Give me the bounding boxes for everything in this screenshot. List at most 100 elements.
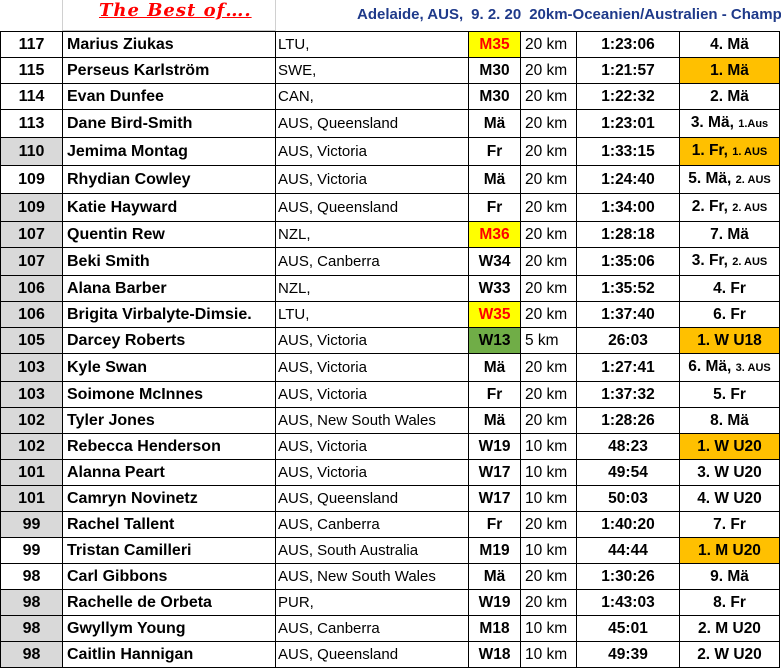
category-cell[interactable]: W13 — [468, 327, 521, 354]
athlete-name-cell[interactable]: Rachelle de Orbeta — [62, 589, 276, 616]
athlete-name-cell[interactable]: Beki Smith — [62, 247, 276, 276]
points-cell[interactable]: 109 — [0, 165, 63, 194]
points-cell[interactable]: 107 — [0, 221, 63, 248]
place-cell[interactable]: 9. Mä — [679, 563, 780, 590]
athlete-name-cell[interactable]: Darcey Roberts — [62, 327, 276, 354]
place-cell[interactable]: 1. W U20 — [679, 433, 780, 460]
nation-cell[interactable]: AUS, Queensland — [275, 193, 469, 222]
time-cell[interactable]: 1:37:32 — [576, 381, 680, 408]
athlete-name-cell[interactable]: Carl Gibbons — [62, 563, 276, 590]
time-cell[interactable]: 1:23:06 — [576, 31, 680, 58]
points-cell[interactable]: 109 — [0, 193, 63, 222]
time-cell[interactable]: 26:03 — [576, 327, 680, 354]
distance-cell[interactable]: 5 km — [520, 327, 577, 354]
points-cell[interactable]: 98 — [0, 589, 63, 616]
distance-cell[interactable]: 20 km — [520, 31, 577, 58]
points-cell[interactable]: 105 — [0, 327, 63, 354]
nation-cell[interactable]: AUS, Victoria — [275, 137, 469, 166]
distance-cell[interactable]: 20 km — [520, 137, 577, 166]
points-cell[interactable]: 117 — [0, 31, 63, 58]
points-cell[interactable]: 98 — [0, 615, 63, 642]
athlete-name-cell[interactable]: Marius Ziukas — [62, 31, 276, 58]
time-cell[interactable]: 1:30:26 — [576, 563, 680, 590]
place-cell[interactable]: 4. Fr — [679, 275, 780, 302]
athlete-name-cell[interactable]: Soimone McInnes — [62, 381, 276, 408]
place-cell[interactable]: 8. Fr — [679, 589, 780, 616]
athlete-name-cell[interactable]: Alanna Peart — [62, 459, 276, 486]
category-cell[interactable]: Mä — [468, 109, 521, 138]
place-cell[interactable]: 4. W U20 — [679, 485, 780, 512]
athlete-name-cell[interactable]: Gwyllym Young — [62, 615, 276, 642]
category-cell[interactable]: M30 — [468, 57, 521, 84]
place-cell[interactable]: 3. W U20 — [679, 459, 780, 486]
nation-cell[interactable]: AUS, Victoria — [275, 353, 469, 382]
distance-cell[interactable]: 20 km — [520, 381, 577, 408]
time-cell[interactable]: 1:33:15 — [576, 137, 680, 166]
place-cell[interactable]: 4. Mä — [679, 31, 780, 58]
nation-cell[interactable]: LTU, — [275, 301, 469, 328]
nation-cell[interactable]: CAN, — [275, 83, 469, 110]
place-cell[interactable]: 7. Mä — [679, 221, 780, 248]
distance-cell[interactable]: 10 km — [520, 615, 577, 642]
nation-cell[interactable]: NZL, — [275, 275, 469, 302]
nation-cell[interactable]: NZL, — [275, 221, 469, 248]
category-cell[interactable]: Fr — [468, 193, 521, 222]
category-cell[interactable]: W34 — [468, 247, 521, 276]
nation-cell[interactable]: AUS, Victoria — [275, 165, 469, 194]
time-cell[interactable]: 1:34:00 — [576, 193, 680, 222]
distance-cell[interactable]: 20 km — [520, 247, 577, 276]
place-cell[interactable]: 2. Mä — [679, 83, 780, 110]
time-cell[interactable]: 48:23 — [576, 433, 680, 460]
distance-cell[interactable]: 10 km — [520, 537, 577, 564]
place-cell[interactable]: 2. M U20 — [679, 615, 780, 642]
athlete-name-cell[interactable]: Rebecca Henderson — [62, 433, 276, 460]
athlete-name-cell[interactable]: Alana Barber — [62, 275, 276, 302]
athlete-name-cell[interactable]: Rachel Tallent — [62, 511, 276, 538]
time-cell[interactable]: 1:23:01 — [576, 109, 680, 138]
nation-cell[interactable]: AUS, South Australia — [275, 537, 469, 564]
points-cell[interactable]: 106 — [0, 301, 63, 328]
athlete-name-cell[interactable]: Katie Hayward — [62, 193, 276, 222]
nation-cell[interactable]: SWE, — [275, 57, 469, 84]
category-cell[interactable]: W17 — [468, 485, 521, 512]
points-cell[interactable]: 110 — [0, 137, 63, 166]
points-cell[interactable]: 115 — [0, 57, 63, 84]
points-cell[interactable]: 102 — [0, 433, 63, 460]
time-cell[interactable]: 49:39 — [576, 641, 680, 668]
distance-cell[interactable]: 20 km — [520, 511, 577, 538]
time-cell[interactable]: 1:22:32 — [576, 83, 680, 110]
athlete-name-cell[interactable]: Perseus Karlström — [62, 57, 276, 84]
place-cell[interactable]: 2. Fr, 2. AUS — [679, 193, 780, 222]
category-cell[interactable]: M35 — [468, 31, 521, 58]
distance-cell[interactable]: 10 km — [520, 459, 577, 486]
athlete-name-cell[interactable]: Rhydian Cowley — [62, 165, 276, 194]
points-cell[interactable]: 99 — [0, 537, 63, 564]
nation-cell[interactable]: AUS, Victoria — [275, 433, 469, 460]
athlete-name-cell[interactable]: Dane Bird-Smith — [62, 109, 276, 138]
category-cell[interactable]: W19 — [468, 433, 521, 460]
athlete-name-cell[interactable]: Tristan Camilleri — [62, 537, 276, 564]
place-cell[interactable]: 1. Fr, 1. AUS — [679, 137, 780, 166]
category-cell[interactable]: Mä — [468, 407, 521, 434]
nation-cell[interactable]: LTU, — [275, 31, 469, 58]
time-cell[interactable]: 50:03 — [576, 485, 680, 512]
time-cell[interactable]: 1:28:18 — [576, 221, 680, 248]
athlete-name-cell[interactable]: Jemima Montag — [62, 137, 276, 166]
category-cell[interactable]: Mä — [468, 563, 521, 590]
distance-cell[interactable]: 20 km — [520, 109, 577, 138]
distance-cell[interactable]: 20 km — [520, 57, 577, 84]
distance-cell[interactable]: 20 km — [520, 407, 577, 434]
points-cell[interactable]: 113 — [0, 109, 63, 138]
category-cell[interactable]: Fr — [468, 511, 521, 538]
distance-cell[interactable]: 20 km — [520, 589, 577, 616]
distance-cell[interactable]: 20 km — [520, 275, 577, 302]
category-cell[interactable]: M36 — [468, 221, 521, 248]
nation-cell[interactable]: PUR, — [275, 589, 469, 616]
nation-cell[interactable]: AUS, Queensland — [275, 485, 469, 512]
points-cell[interactable]: 107 — [0, 247, 63, 276]
category-cell[interactable]: Mä — [468, 165, 521, 194]
place-cell[interactable]: 7. Fr — [679, 511, 780, 538]
time-cell[interactable]: 1:40:20 — [576, 511, 680, 538]
athlete-name-cell[interactable]: Camryn Novinetz — [62, 485, 276, 512]
time-cell[interactable]: 1:43:03 — [576, 589, 680, 616]
